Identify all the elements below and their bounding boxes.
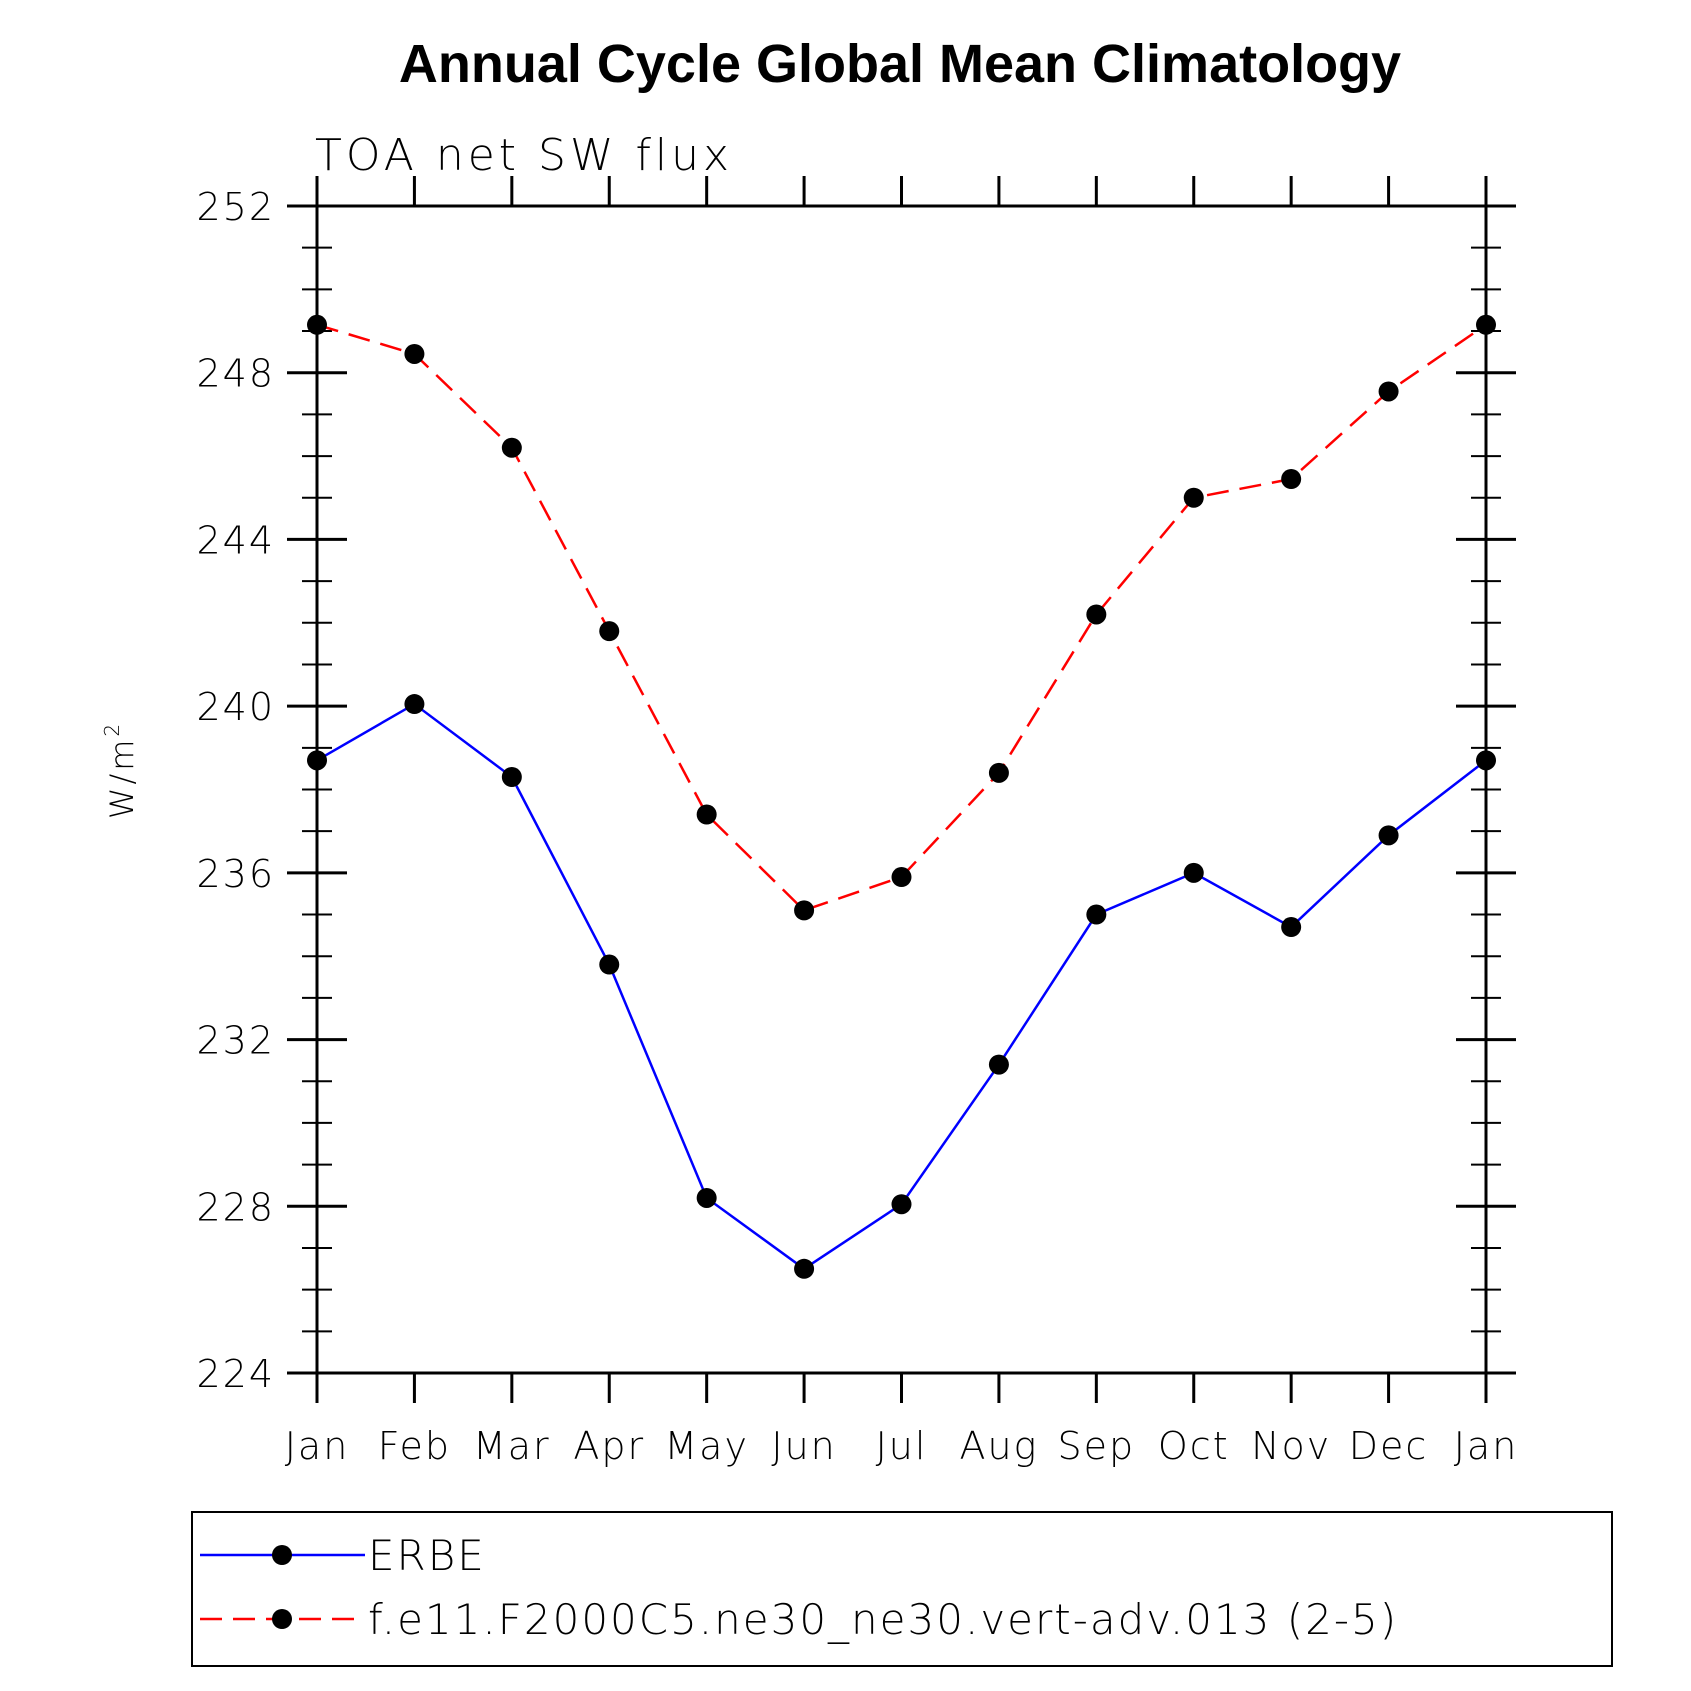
data-point (1281, 917, 1302, 938)
data-point (501, 766, 522, 787)
y-tick-label: 252 (196, 185, 275, 229)
x-tick-label: May (664, 1424, 749, 1468)
data-point (1086, 904, 1107, 925)
data-point (1183, 487, 1204, 508)
data-point (696, 1187, 717, 1208)
y-axis-label-sup: 2 (100, 721, 124, 737)
x-tick-label: Jan (285, 1424, 350, 1468)
y-axis-label: W/m2 (100, 721, 141, 819)
y-tick-label: 232 (196, 1019, 275, 1063)
data-point (501, 437, 522, 458)
data-point (1378, 825, 1399, 846)
data-point (988, 762, 1009, 783)
legend-label: f.e11.F2000C5.ne30_ne30.vert-adv.013 (2-… (368, 1595, 1398, 1644)
data-point (891, 867, 912, 888)
x-tick-label: Mar (473, 1424, 551, 1468)
data-point (891, 1194, 912, 1215)
x-tick-label: Sep (1058, 1424, 1136, 1468)
series-line (316, 702, 1487, 1271)
data-point (307, 750, 327, 771)
x-tick-label: Nov (1251, 1424, 1331, 1468)
y-axis-label-main: W/m (103, 737, 141, 820)
data-point (1183, 862, 1204, 883)
x-tick-label: Jul (876, 1424, 928, 1468)
legend-box (191, 1511, 1613, 1667)
data-point (696, 804, 717, 825)
y-tick-label: 228 (196, 1185, 275, 1229)
legend-marker (272, 1609, 292, 1629)
chart-title: Annual Cycle Global Mean Climatology (399, 34, 1401, 94)
series-line (316, 323, 1487, 912)
data-point (1086, 604, 1107, 625)
y-tick-label: 248 (196, 352, 275, 396)
data-point (794, 1258, 815, 1279)
x-tick-label: Aug (959, 1424, 1038, 1468)
y-tick-label: 224 (196, 1352, 275, 1396)
y-tick-label: 236 (196, 852, 275, 896)
x-tick-label: Dec (1349, 1424, 1429, 1468)
legend-marker (272, 1545, 292, 1565)
x-tick-label: Jan (1454, 1424, 1519, 1468)
x-tick-label: Feb (378, 1424, 451, 1468)
data-point (404, 343, 425, 364)
x-tick-label: Apr (573, 1424, 645, 1468)
y-tick-label: 240 (196, 685, 275, 729)
axis-ticks (287, 176, 1516, 1403)
data-point (1281, 468, 1302, 489)
data-point (1378, 381, 1399, 402)
x-tick-label: Oct (1158, 1424, 1230, 1468)
chart-subtitle: TOA net SW flux (315, 130, 733, 181)
data-point (1476, 314, 1496, 335)
legend: ERBE f.e11.F2000C5.ne30_ne30.vert-adv.013… (200, 1531, 1398, 1644)
y-tick-label: 244 (196, 518, 275, 562)
x-tick-label: Jun (771, 1424, 836, 1468)
data-point (404, 694, 425, 715)
legend-label: ERBE (368, 1531, 486, 1580)
data-point (307, 314, 327, 335)
data-point (988, 1054, 1009, 1075)
data-point (794, 900, 815, 921)
data-point (1476, 750, 1496, 771)
data-point (599, 621, 620, 642)
series-layer (307, 314, 1496, 1279)
axis-tick-labels: Jan Feb Mar Apr May Jun Jul Aug Sep Oct Nov Dec Jan2… (196, 185, 1519, 1468)
data-point (599, 954, 620, 975)
